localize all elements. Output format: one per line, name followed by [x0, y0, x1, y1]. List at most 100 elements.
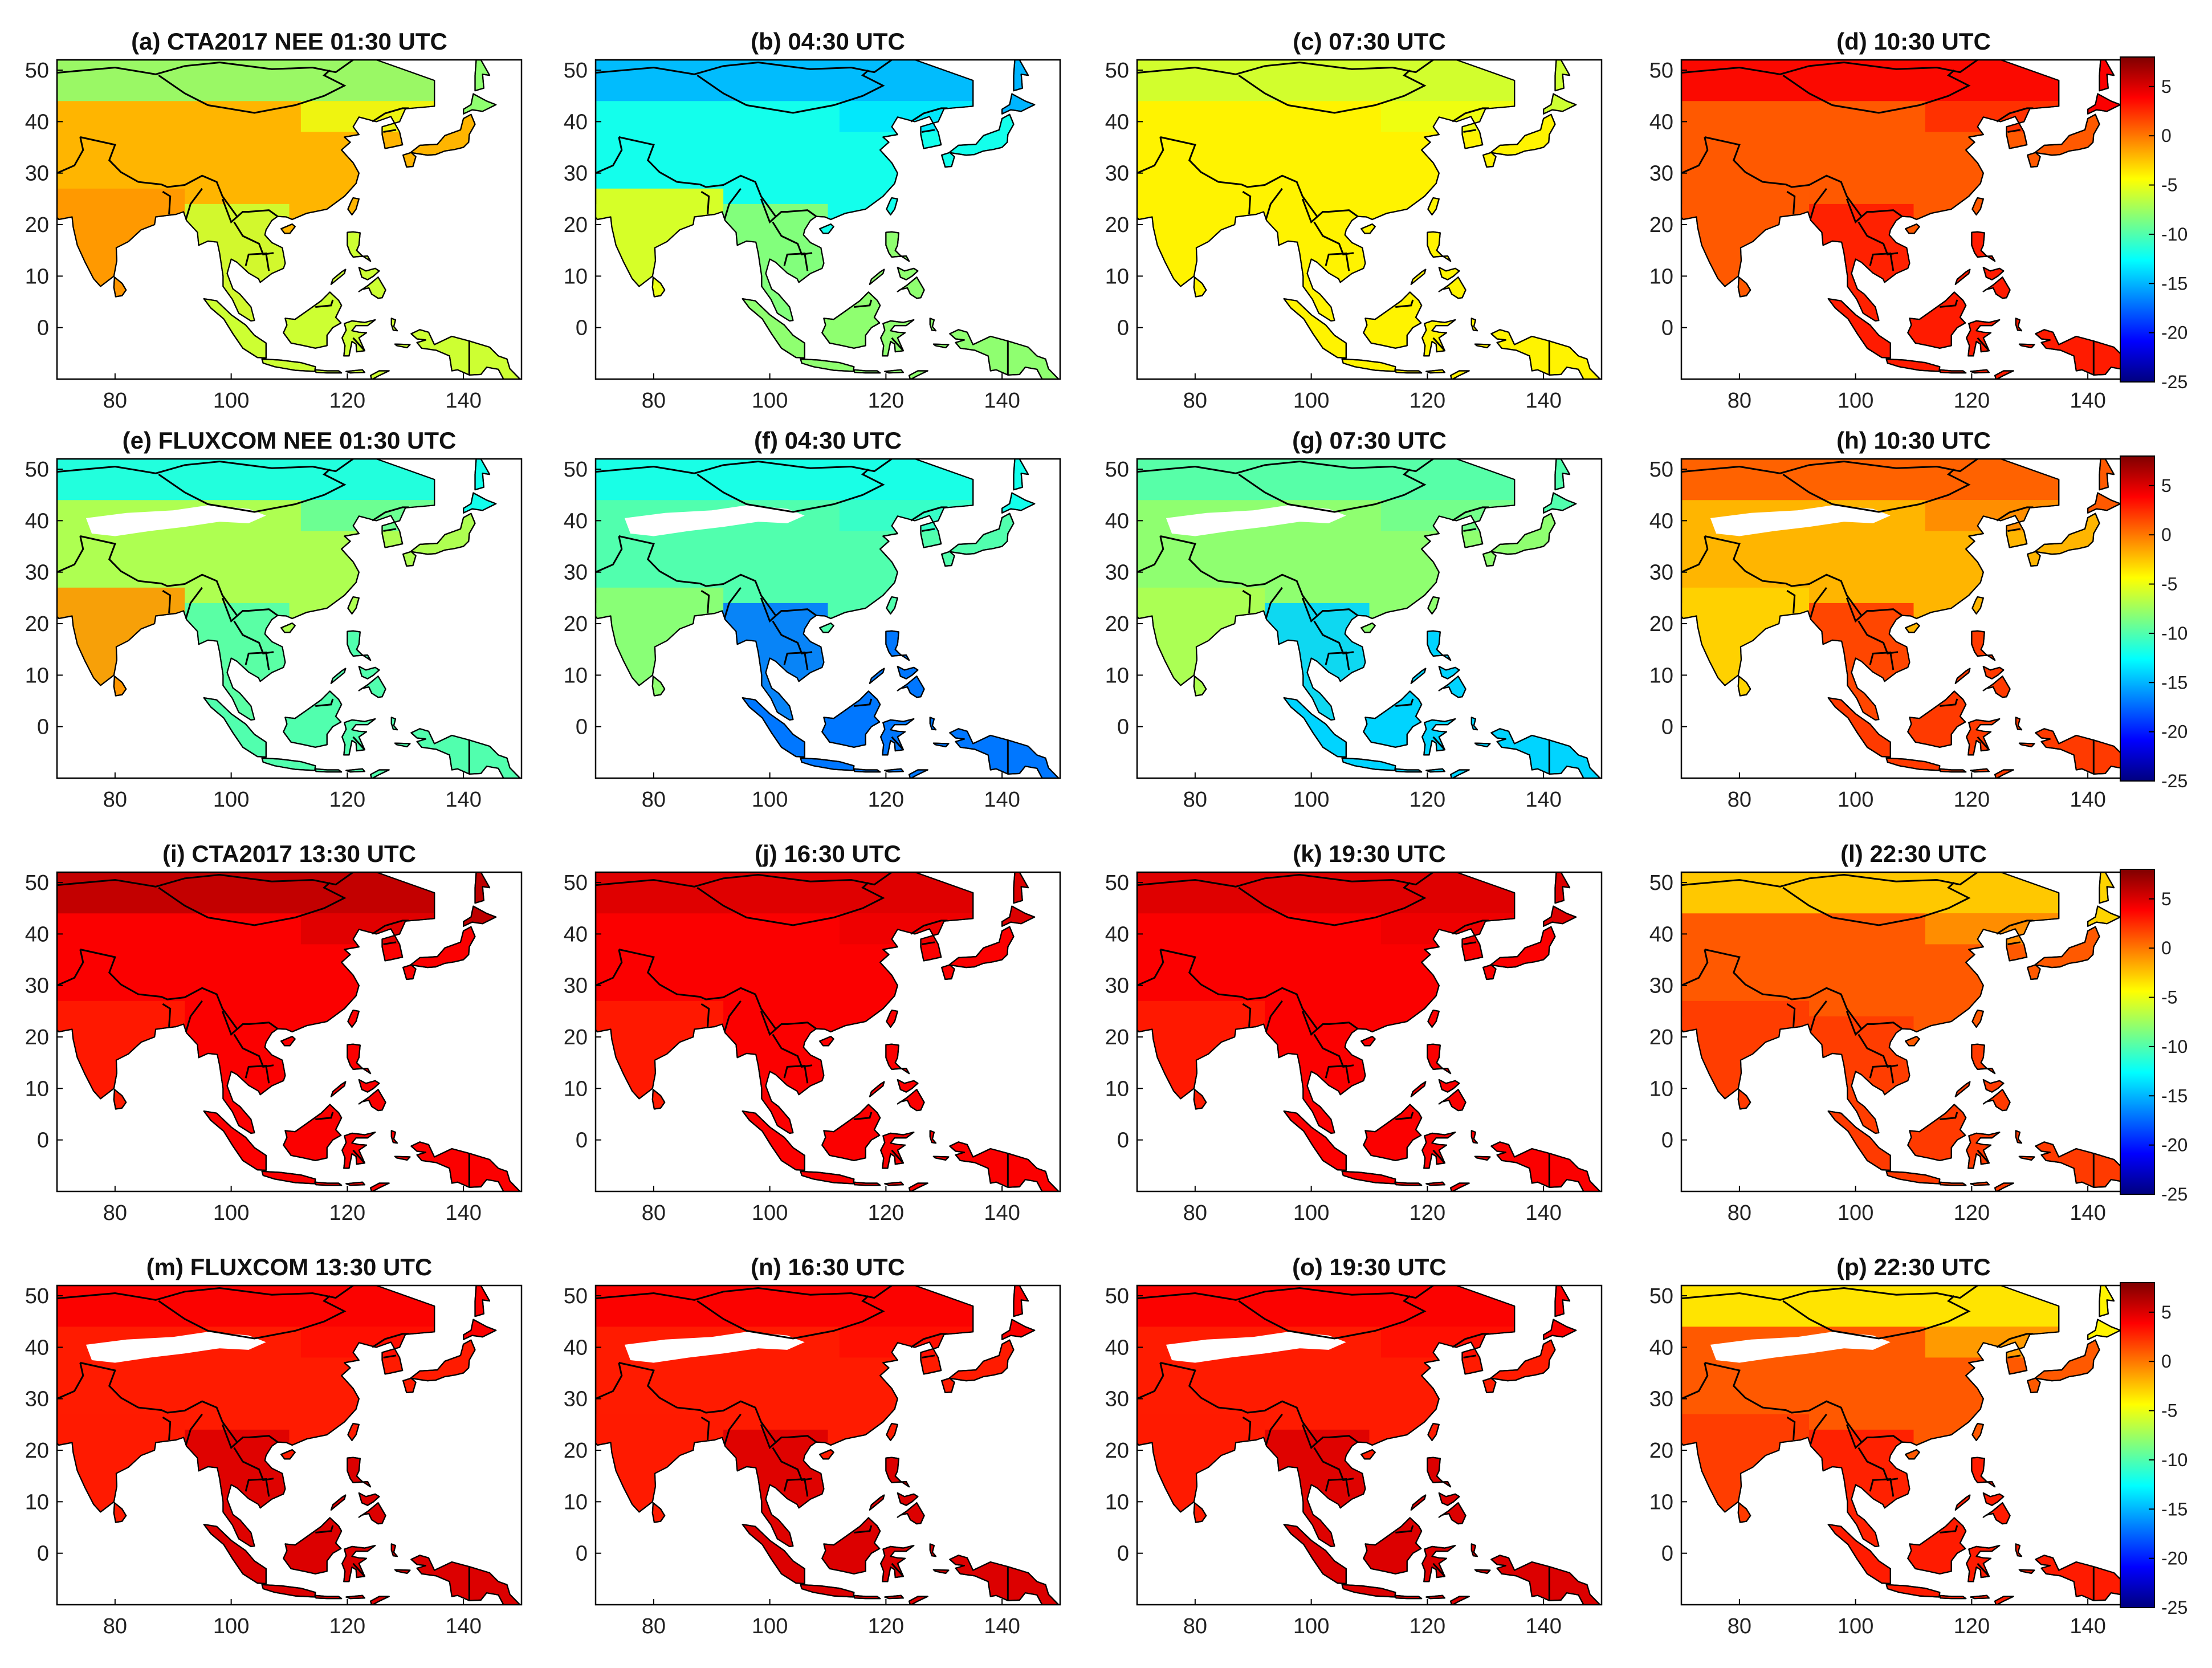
coastline-seram — [394, 742, 411, 747]
y-tick-label: 10 — [564, 664, 588, 687]
land-newguinea — [410, 329, 521, 379]
country-border — [1432, 337, 1446, 352]
country-border — [383, 1354, 397, 1358]
country-border — [1681, 60, 1978, 75]
country-border — [315, 299, 334, 308]
x-tick-label: 140 — [2070, 1201, 2105, 1225]
coastline-visayas — [1982, 665, 2005, 680]
coastline-flores — [1970, 1594, 1990, 1600]
y-tick-label: 40 — [564, 509, 588, 533]
coastline-mindanao — [358, 676, 386, 698]
coastline-sakhalin — [1013, 459, 1029, 491]
coastline-flores — [1425, 369, 1445, 374]
no-data-desert — [624, 505, 805, 536]
coastline-bali — [853, 1181, 881, 1186]
country-border — [922, 941, 935, 945]
country-border — [700, 190, 710, 215]
coastline-halmahera — [390, 1130, 398, 1144]
country-border — [723, 587, 742, 619]
country-border — [1160, 136, 1318, 217]
land-sumatra — [1283, 697, 1347, 758]
x-tick-label: 140 — [445, 1201, 481, 1225]
coastline-java — [1341, 1584, 1396, 1598]
coastline-halmahera — [2015, 1130, 2023, 1144]
coastline-newguinea — [410, 728, 521, 778]
country-border — [57, 137, 84, 174]
coastline-mindanao — [1438, 1502, 1466, 1525]
colorbar-tick-label: 5 — [2161, 889, 2172, 909]
country-border — [245, 253, 270, 271]
y-tick-label: 0 — [1117, 1129, 1129, 1153]
country-border — [1809, 587, 1827, 619]
coastline-sakhalin — [1013, 1285, 1029, 1317]
land-sumatra — [1283, 1524, 1347, 1585]
coastline-taiwan — [1971, 197, 1984, 215]
country-border — [1301, 1424, 1358, 1450]
land-honshu — [410, 113, 476, 156]
country-border — [1242, 1416, 1252, 1441]
coastline-newguinea — [1490, 728, 1601, 778]
land-sumatra — [742, 1110, 805, 1171]
coastline-flores — [345, 1594, 365, 1600]
land-sumatra — [1827, 697, 1891, 758]
country-border — [1977, 337, 1990, 352]
axes-frame — [594, 871, 1061, 1193]
coastline-sulawesi — [1966, 718, 2001, 756]
no-data-desert — [85, 1332, 266, 1363]
axes-frame — [594, 458, 1061, 779]
country-border — [1452, 1333, 1489, 1348]
country-border — [1940, 1525, 1958, 1533]
coastline-sulawesi — [341, 718, 376, 756]
y-tick-label: 50 — [1105, 458, 1129, 482]
panel-title: (f) 04:30 UTC — [754, 427, 902, 454]
country-border — [1301, 1011, 1358, 1036]
x-tick-label: 100 — [752, 389, 788, 413]
y-tick-label: 40 — [1105, 110, 1129, 134]
coastline-seram — [2018, 1156, 2035, 1161]
map-panel-d: (d) 10:30 UTC 0 10 20 30 40 50 80 100 120 140 — [1649, 28, 2147, 413]
map-panel-n: (n) 16:30 UTC 0 10 20 30 40 50 80 100 120 140 — [564, 1254, 1061, 1638]
region-north — [1137, 459, 1515, 501]
country-border — [1977, 1149, 1990, 1164]
y-tick-label: 0 — [1661, 1129, 1673, 1153]
y-tick-label: 40 — [1649, 922, 1673, 946]
coastline-hainan — [1360, 623, 1376, 633]
land-honshu — [1490, 113, 1556, 156]
y-tick-label: 10 — [25, 265, 49, 288]
country-border — [596, 1285, 893, 1301]
y-tick-label: 20 — [1105, 1026, 1129, 1049]
y-tick-label: 0 — [576, 1542, 588, 1566]
land-sumatra — [1283, 1110, 1347, 1171]
coastline-mindanao — [1982, 276, 2011, 299]
coastline-hainan — [1360, 1036, 1376, 1047]
coastline-taiwan — [347, 197, 360, 215]
coastline-java — [261, 757, 316, 771]
coastline-sulawesi — [341, 1132, 376, 1169]
coastline-taiwan — [1427, 197, 1440, 215]
y-tick-label: 0 — [576, 715, 588, 739]
land-honshu — [948, 113, 1015, 156]
land-sumatra — [1827, 298, 1891, 359]
coastline-java — [1341, 1170, 1396, 1185]
coastline-visayas — [897, 1079, 919, 1093]
land-honshu — [2034, 1339, 2100, 1382]
coastline-mainland — [596, 872, 974, 1134]
coastline-flores — [1970, 369, 1990, 374]
country-border — [1869, 253, 1895, 271]
colorbar-tick-label: -20 — [2161, 722, 2187, 742]
coastline-halmahera — [929, 318, 937, 332]
country-border — [783, 253, 809, 271]
country-border — [80, 535, 238, 616]
land-honshu — [410, 1339, 476, 1382]
colorbar-tick-label: 5 — [2161, 76, 2172, 97]
y-tick-label: 50 — [564, 871, 588, 895]
y-tick-label: 50 — [25, 1284, 49, 1308]
country-border — [854, 698, 873, 707]
x-tick-label: 140 — [2070, 1614, 2105, 1638]
coastline-bali — [853, 768, 881, 773]
colorbar-tick-label: -15 — [2161, 1085, 2187, 1106]
country-border — [1242, 589, 1252, 614]
coastline-mainland — [596, 60, 974, 322]
coastline-borneo — [1907, 1104, 1967, 1161]
colorbar-tick-label: -20 — [2161, 1135, 2187, 1156]
